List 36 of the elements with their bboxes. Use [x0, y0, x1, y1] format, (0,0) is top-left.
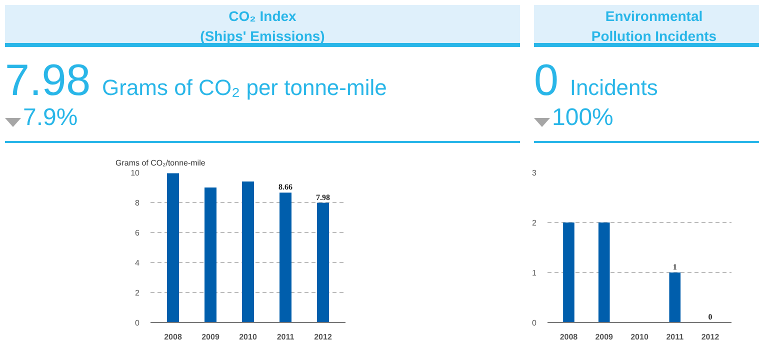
x-tick-label: 2008: [164, 332, 182, 342]
x-tick-label: 2012: [314, 332, 332, 342]
text: 7.9%: [22, 104, 79, 131]
x-tick-label: 2010: [630, 332, 649, 342]
x-tick-label: 2009: [595, 332, 614, 342]
bar: [317, 202, 329, 322]
x-tick-label: 2010: [239, 332, 258, 342]
data-label: 1: [672, 262, 677, 272]
data-label: 8.66: [278, 182, 292, 192]
x-tick-label: 2011: [666, 332, 684, 342]
data-label: 0: [708, 312, 712, 322]
y-tick-label: 3: [532, 168, 538, 178]
chart-subtitle: 7.98 Grams of CO₂ per tonne-mile: [5, 56, 387, 105]
y-tick-label: 1: [532, 268, 538, 278]
bar: [242, 182, 254, 322]
y-tick-label: 6: [135, 228, 140, 238]
y-tick-label: 8: [135, 198, 140, 208]
bar: [280, 192, 292, 322]
y-tick-label: 4: [135, 258, 140, 268]
bar: [167, 173, 179, 322]
chart-title: Environmental Pollution Incidents: [534, 5, 759, 46]
y-tick-label: 0: [532, 318, 538, 328]
chart-subtitle: 0 Incidents: [534, 56, 658, 105]
x-tick-label: 2011: [276, 332, 295, 342]
bar: [204, 188, 216, 322]
chart-title: CO₂ Index (Ships' Emissions): [5, 5, 520, 46]
data-label: 7.98: [316, 192, 330, 202]
x-tick-label: 2012: [701, 332, 720, 342]
x-tick-label: 2009: [202, 332, 220, 342]
x-tick-label: 2008: [560, 332, 578, 342]
text: 100%: [551, 104, 614, 131]
y-tick-label: 10: [130, 168, 140, 178]
y-tick-label: 2: [135, 288, 140, 298]
y-tick-label: 2: [532, 218, 538, 228]
y-axis-title: Grams of CO₂/tonne-mile: [116, 158, 206, 168]
y-tick-label: 0: [135, 318, 140, 328]
